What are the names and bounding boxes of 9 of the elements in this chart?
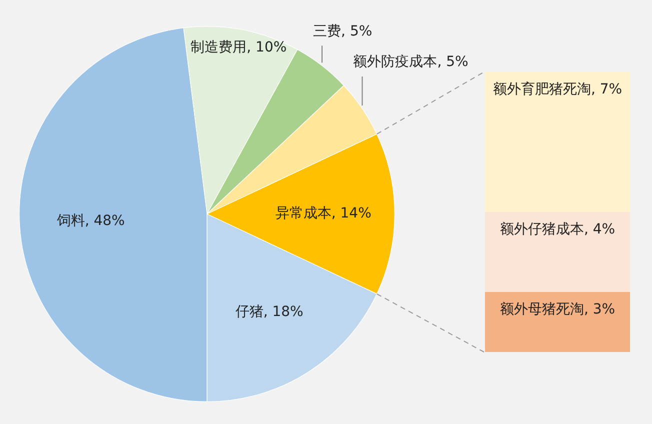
slice-label: 额外防疫成本, 5% (353, 54, 468, 70)
slice-label: 仔猪, 18% (235, 304, 304, 320)
data-label: 额外母猪死淘, 3% (500, 302, 616, 318)
slice-label: 三费, 5% (313, 23, 372, 40)
slice-label: 制造费用, 10% (190, 40, 287, 56)
slice-label: 饲料, 48% (56, 212, 125, 229)
slice-label: 异常成本, 14% (275, 206, 372, 222)
data-label: 额外仔猪成本, 4% (500, 222, 616, 238)
data-label: 额外育肥猪死淘, 7% (492, 80, 622, 98)
